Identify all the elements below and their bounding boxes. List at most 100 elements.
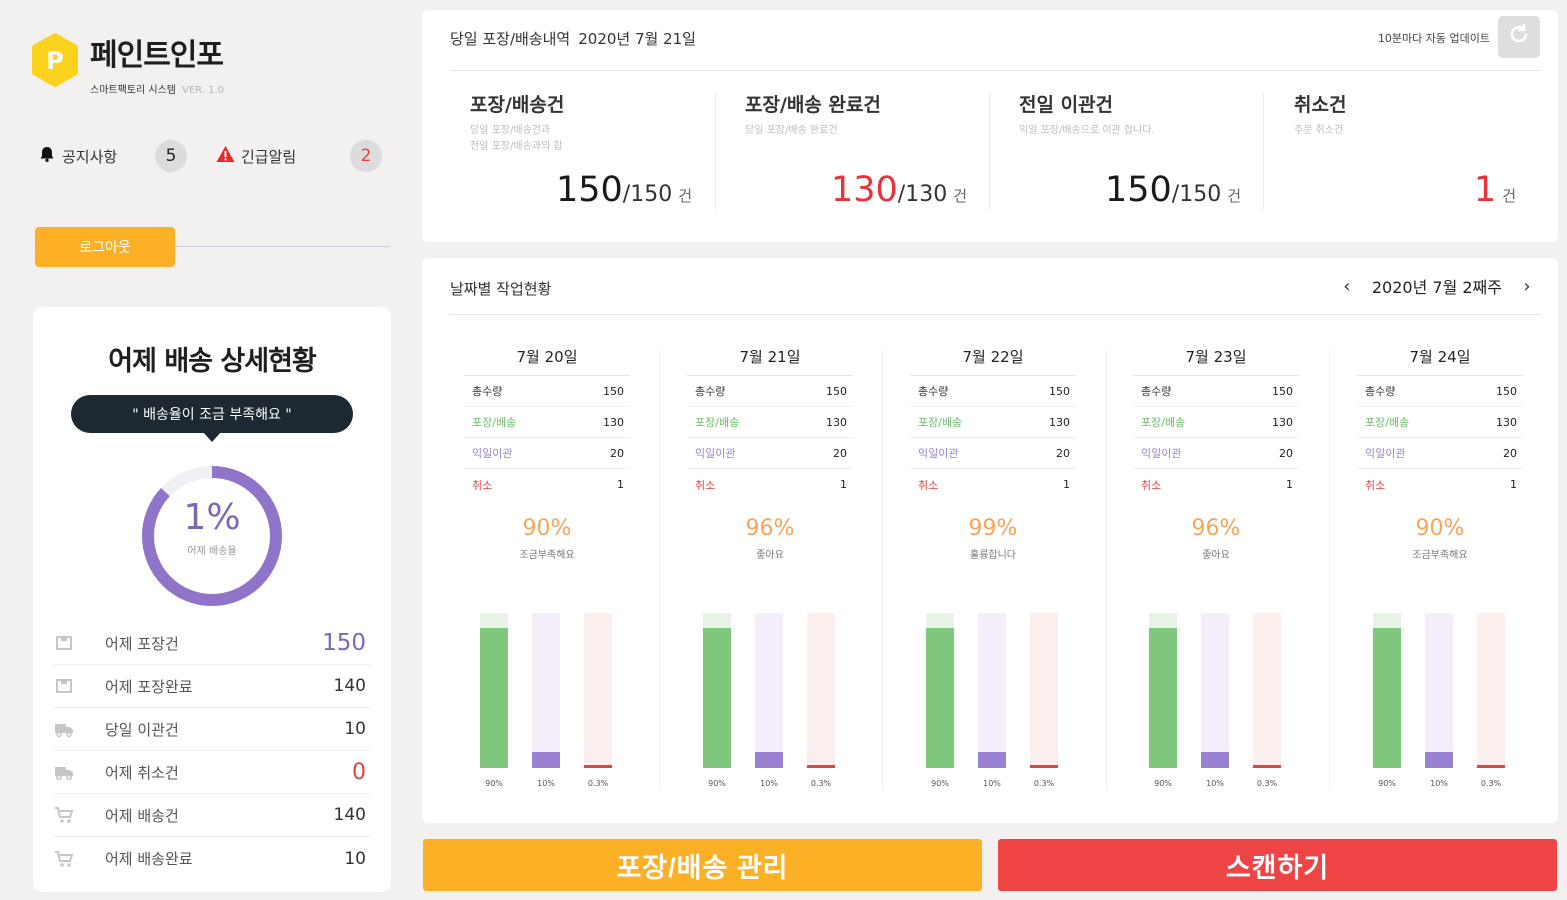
day-date: 7월 23일	[1133, 338, 1299, 376]
delivery-rate-donut	[142, 466, 282, 606]
day-percent: 96%	[1191, 516, 1241, 541]
table-row: 익일이관 20	[910, 438, 1076, 469]
day-bar-chart: 90% 10% 0.3%	[926, 612, 1066, 788]
day-bar-chart: 90% 10% 0.3%	[1149, 612, 1289, 788]
donut-arc	[142, 466, 282, 606]
table-row: 익일이관 20	[687, 438, 853, 469]
bar-label: 10%	[1430, 779, 1448, 788]
divider	[1329, 350, 1330, 790]
week-navigator: ‹ 2020년 7월 2째주 ›	[1336, 274, 1538, 298]
day-note: 좋아요	[756, 550, 784, 561]
bar-label: 90%	[931, 779, 949, 788]
summary-heading: 당일 포장/배송내역 2020년 7월 21일	[450, 30, 696, 48]
scan-button[interactable]: 스캔하기	[998, 839, 1557, 891]
table-row: 총수량 150	[464, 376, 630, 407]
table-row: 익일이관 20	[464, 438, 630, 469]
day-column: 7월 23일 총수량 150 포장/배송 130 익일이관 20 취소 1 96% 좋아요 90% 10…	[1133, 338, 1299, 808]
table-row: 익일이관 20	[1357, 438, 1523, 469]
bar-label: 0.3%	[810, 779, 832, 788]
app-title: 페인트인포	[90, 38, 224, 73]
weekly-heading: 날짜별 작업현황	[450, 280, 552, 298]
cancelled-bar	[584, 613, 612, 768]
packed-bar	[703, 613, 731, 768]
list-item: 어제 배송완료 10	[53, 837, 371, 880]
app-subtitle: 스마트팩토리 시스템 VER. 1.0	[90, 85, 224, 96]
transferred-bar	[1201, 613, 1229, 768]
day-column: 7월 21일 총수량 150 포장/배송 130 익일이관 20 취소 1 96% 좋아요 90% 10…	[687, 338, 853, 808]
packing-delivery-manage-button[interactable]: 포장/배송 관리	[423, 839, 982, 891]
auto-update-label: 10분마다 자동 업데이트	[1377, 32, 1490, 45]
divider	[1106, 350, 1107, 790]
urgent-alert-link[interactable]: 긴급알림	[216, 140, 296, 172]
alerts-bar: 공지사항 5 긴급알림 2	[38, 140, 388, 172]
stat-transferred: 전일 이관건 익일 포장/배송으로 이관 합니다. 150/150 건	[1019, 94, 1241, 210]
table-row: 포장/배송 130	[687, 407, 853, 438]
refresh-button[interactable]	[1498, 16, 1540, 58]
day-date: 7월 24일	[1357, 338, 1523, 376]
summary-date: 2020년 7월 21일	[578, 30, 696, 48]
divider	[882, 350, 883, 790]
transferred-bar	[978, 613, 1006, 768]
app-logo[interactable]: P 페인트인포 스마트팩토리 시스템 VER. 1.0	[30, 33, 224, 96]
cancelled-bar	[1477, 613, 1505, 768]
list-item: 어제 포장완료 140	[53, 665, 371, 708]
table-row: 총수량 150	[1357, 376, 1523, 407]
divider	[715, 92, 716, 210]
notice-link[interactable]: 공지사항	[38, 140, 117, 172]
cart-icon	[53, 804, 75, 826]
list-item: 어제 배송건 140	[53, 794, 371, 837]
day-column: 7월 24일 총수량 150 포장/배송 130 익일이관 20 취소 1 90% 조금부족해요 90…	[1357, 338, 1523, 808]
today-summary-card: 당일 포장/배송내역 2020년 7월 21일 10분마다 자동 업데이트 포장/…	[422, 10, 1558, 242]
notice-count-badge: 5	[155, 140, 187, 172]
bell-icon	[38, 145, 56, 167]
transferred-bar	[532, 613, 560, 768]
cart-icon	[53, 848, 75, 870]
day-bar-chart: 90% 10% 0.3%	[703, 612, 843, 788]
table-row: 포장/배송 130	[1357, 407, 1523, 438]
bar-label: 90%	[708, 779, 726, 788]
donut-percent: 1%	[183, 497, 241, 538]
bar-label: 10%	[983, 779, 1001, 788]
bar-label: 10%	[537, 779, 555, 788]
transferred-bar	[755, 613, 783, 768]
packed-bar	[1373, 613, 1401, 768]
day-percent: 90%	[1415, 516, 1465, 541]
yesterday-title: 어제 배송 상세현황	[108, 346, 317, 377]
bar-label: 10%	[760, 779, 778, 788]
packed-bar	[926, 613, 954, 768]
divider	[1263, 92, 1264, 210]
weekly-status-card: 날짜별 작업현황 ‹ 2020년 7월 2째주 › 7월 20일 총수량 150 포장…	[422, 258, 1558, 823]
list-item: 어제 취소건 0	[53, 751, 371, 794]
divider	[989, 92, 990, 210]
table-row: 포장/배송 130	[1133, 407, 1299, 438]
day-column: 7월 22일 총수량 150 포장/배송 130 익일이관 20 취소 1 99% 훌륭합니다 90%…	[910, 338, 1076, 808]
transferred-bar	[1425, 613, 1453, 768]
logout-button[interactable]: 로그아웃	[35, 227, 175, 267]
day-column: 7월 20일 총수량 150 포장/배송 130 익일이관 20 취소 1 90% 조금부족해요 90…	[464, 338, 630, 808]
day-percent: 90%	[522, 516, 572, 541]
day-note: 훌륭합니다	[970, 550, 1016, 561]
box-icon	[53, 632, 75, 654]
day-bar-chart: 90% 10% 0.3%	[480, 612, 620, 788]
chevron-right-icon[interactable]: ›	[1523, 275, 1531, 297]
table-row: 취소 1	[472, 478, 624, 492]
donut-label: 어제 배송율	[187, 546, 237, 557]
yesterday-delivery-card: 어제 배송 상세현황 " 배송율이 조금 부족해요 " 1% 어제 배송율 어제…	[33, 307, 391, 892]
table-row: 취소 1	[1365, 478, 1517, 492]
day-bar-chart: 90% 10% 0.3%	[1373, 612, 1513, 788]
day-percent: 96%	[745, 516, 795, 541]
chevron-left-icon[interactable]: ‹	[1343, 275, 1351, 297]
svg-text:P: P	[46, 47, 64, 75]
box-icon	[53, 675, 75, 697]
table-row: 취소 1	[1141, 478, 1293, 492]
divider-line	[175, 246, 390, 247]
divider	[659, 350, 660, 790]
day-date: 7월 21일	[687, 338, 853, 376]
table-row: 취소 1	[918, 478, 1070, 492]
table-row: 익일이관 20	[1133, 438, 1299, 469]
day-note: 조금부족해요	[1412, 550, 1468, 561]
bar-label: 0.3%	[1256, 779, 1278, 788]
table-row: 포장/배송 130	[910, 407, 1076, 438]
truck-icon	[53, 718, 75, 740]
